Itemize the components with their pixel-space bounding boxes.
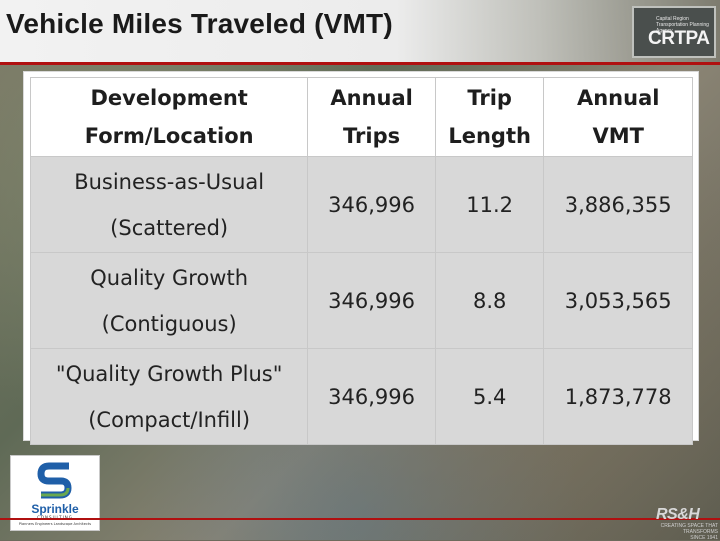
cell-vmt: 1,873,778 xyxy=(543,348,693,445)
header-divider xyxy=(0,62,720,65)
sprinkle-tagline: Planners Engineers Landscape Architects xyxy=(18,522,92,526)
crtpa-logo-text: CRTPA xyxy=(648,28,710,49)
cell-length: 11.2 xyxy=(434,156,545,253)
sprinkle-consulting-logo: Sprinkle CONSULTING Planners Engineers L… xyxy=(10,455,100,531)
cell-form: "Quality Growth Plus" (Compact/Infill) xyxy=(29,348,309,445)
header-line: Development xyxy=(90,86,248,110)
header-annual-vmt: Annual VMT xyxy=(543,77,693,157)
rsh-tagline-line: CREATING SPACE THAT TRANSFORMS xyxy=(660,523,718,535)
crtpa-logo: Capital Region Transportation Planning A… xyxy=(632,6,716,58)
rsh-tagline-line: SINCE 1941 xyxy=(690,535,718,541)
header-annual-trips: Annual Trips xyxy=(307,77,436,157)
form-line: "Quality Growth Plus" xyxy=(55,361,283,386)
header-line: VMT xyxy=(592,124,644,148)
form-line: Quality Growth xyxy=(90,265,249,290)
header-line: Trips xyxy=(343,124,401,148)
slide-header: Vehicle Miles Traveled (VMT) Capital Reg… xyxy=(0,0,720,62)
rsh-logo: RS&H xyxy=(656,506,700,523)
cell-length: 8.8 xyxy=(434,252,545,349)
cell-vmt: 3,886,355 xyxy=(543,156,693,253)
header-line: Form/Location xyxy=(84,124,254,148)
form-line: Business-as-Usual xyxy=(74,169,265,194)
cell-trips: 346,996 xyxy=(307,252,436,349)
header-line: Annual xyxy=(330,86,413,110)
table-row: Business-as-Usual (Scattered) 346,996 11… xyxy=(29,156,693,253)
header-line: Annual xyxy=(576,86,660,110)
form-line: (Compact/Infill) xyxy=(88,407,251,432)
header-development-form: Development Form/Location xyxy=(29,77,309,157)
table-header-row: Development Form/Location Annual Trips T… xyxy=(29,77,693,157)
table-row: Quality Growth (Contiguous) 346,996 8.8 … xyxy=(29,252,693,349)
vmt-table: Development Form/Location Annual Trips T… xyxy=(29,77,693,445)
cell-length: 5.4 xyxy=(434,348,545,445)
sprinkle-name: Sprinkle xyxy=(31,502,79,516)
header-line: Trip xyxy=(467,86,512,110)
vmt-table-panel: Development Form/Location Annual Trips T… xyxy=(24,72,698,445)
header-line: Length xyxy=(448,124,531,148)
table-row: "Quality Growth Plus" (Compact/Infill) 3… xyxy=(29,348,693,445)
form-line: (Scattered) xyxy=(110,215,229,240)
cell-vmt: 3,053,565 xyxy=(543,252,693,349)
header-trip-length: Trip Length xyxy=(434,77,545,157)
footer-divider xyxy=(0,518,720,520)
cell-trips: 346,996 xyxy=(307,348,436,445)
rsh-tagline: CREATING SPACE THAT TRANSFORMS SINCE 194… xyxy=(626,523,718,541)
form-line: (Contiguous) xyxy=(101,311,237,336)
sprinkle-sub: CONSULTING xyxy=(11,515,99,520)
sprinkle-s-icon xyxy=(35,460,75,500)
slide-title: Vehicle Miles Traveled (VMT) xyxy=(6,8,393,39)
crtpa-logo-subtitle: Capital Region Transportation Planning A… xyxy=(656,16,709,34)
cell-form: Quality Growth (Contiguous) xyxy=(29,252,309,349)
cell-form: Business-as-Usual (Scattered) xyxy=(29,156,309,253)
cell-trips: 346,996 xyxy=(307,156,436,253)
